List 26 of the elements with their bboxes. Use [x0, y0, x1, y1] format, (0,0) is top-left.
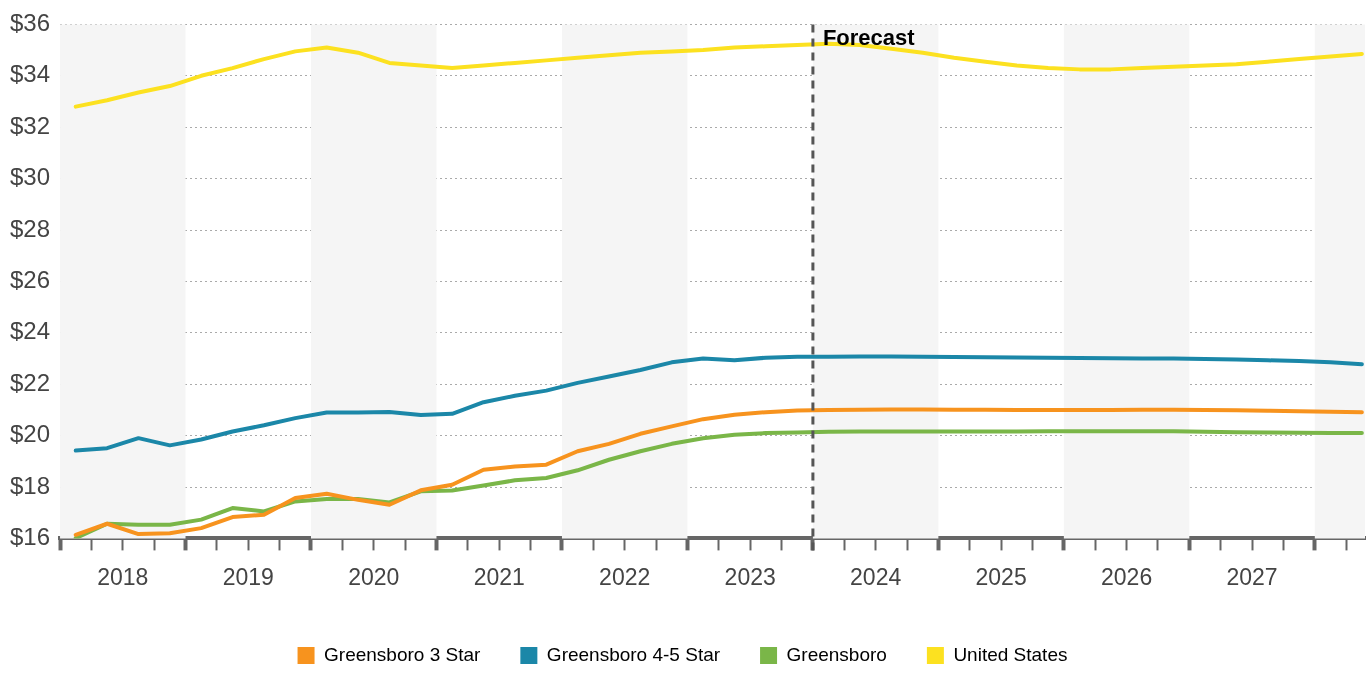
ref-line-label: Forecast: [822, 25, 916, 51]
y-tick-label: $16: [10, 523, 51, 551]
x-tick-label: 2024: [850, 563, 902, 590]
y-tick-label: $36: [10, 9, 51, 37]
x-tick-label: 2025: [975, 563, 1027, 590]
y-tick-label: $26: [10, 266, 51, 294]
legend-label: Greensboro 4-5 Star: [546, 643, 721, 665]
x-tick-label: 2023: [724, 563, 776, 590]
y-tick-label: $34: [10, 60, 51, 88]
x-tick-label: 2018: [97, 563, 149, 590]
y-tick-label: $32: [10, 111, 51, 139]
y-tick-label: $30: [10, 163, 51, 191]
x-tick-label: 2020: [348, 563, 400, 590]
y-tick-label: $18: [10, 471, 51, 499]
y-tick-label: $28: [10, 214, 51, 242]
y-tick-label: $24: [10, 317, 51, 345]
x-tick-label: 2021: [473, 563, 525, 590]
y-tick-label: $22: [10, 368, 51, 396]
x-tick-label: 2026: [1101, 563, 1153, 590]
legend-label: United States: [953, 643, 1068, 665]
y-tick-label: $20: [10, 420, 51, 448]
x-tick-label: 2027: [1226, 563, 1278, 590]
legend-label: Greensboro 3 Star: [324, 643, 482, 665]
x-tick-label: 2019: [222, 563, 274, 590]
x-tick-label: 2022: [599, 563, 651, 590]
legend-label: Greensboro: [786, 643, 887, 665]
